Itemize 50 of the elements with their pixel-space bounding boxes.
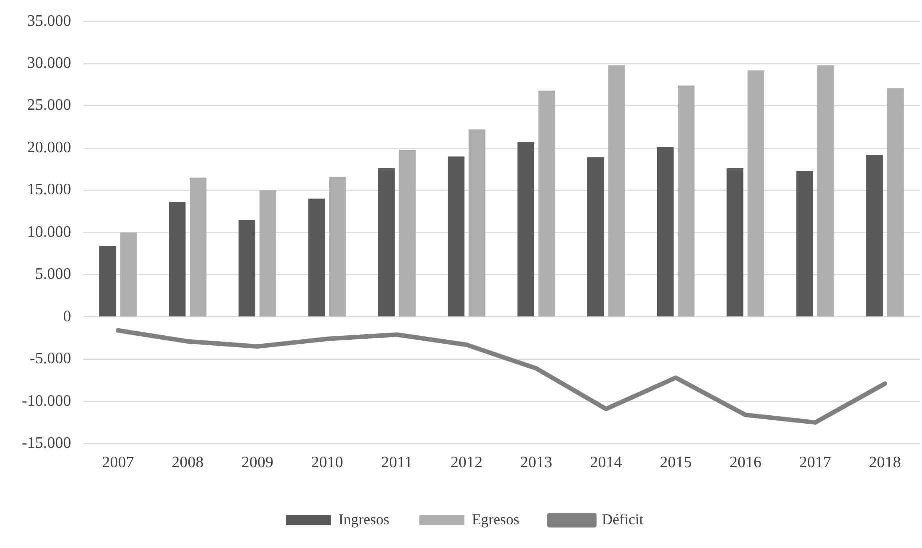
bar xyxy=(120,232,138,317)
y-tick-label: 20.000 xyxy=(27,139,72,156)
bar xyxy=(866,155,884,317)
bar xyxy=(726,168,744,317)
bar xyxy=(796,171,814,317)
x-tick-label: 2013 xyxy=(520,454,553,472)
bar xyxy=(657,147,674,317)
bar xyxy=(190,178,207,317)
bar xyxy=(448,156,465,317)
x-tick-label: 2012 xyxy=(450,454,483,472)
bar xyxy=(99,246,116,317)
bar xyxy=(169,202,186,317)
x-tick-label: 2009 xyxy=(242,454,274,472)
legend-label: Ingresos xyxy=(338,512,390,528)
x-tick-label: 2016 xyxy=(730,454,762,472)
bar xyxy=(260,190,276,317)
bar xyxy=(887,88,904,317)
y-tick-label: 25.000 xyxy=(27,97,72,114)
legend-label: Déficit xyxy=(602,512,645,528)
y-tick-label: 10.000 xyxy=(27,224,72,241)
bar xyxy=(329,176,346,317)
x-tick-label: 2008 xyxy=(172,454,204,472)
x-tick-label: 2015 xyxy=(660,454,692,472)
y-tick-label: 0 xyxy=(63,308,72,326)
y-tick-label: -5.000 xyxy=(30,350,72,368)
y-tick-label: 5.000 xyxy=(35,266,72,284)
x-tick-label: 2018 xyxy=(869,454,902,472)
legend-label: Egresos xyxy=(472,512,520,528)
y-tick-label: -10.000 xyxy=(22,392,72,410)
bar xyxy=(748,70,765,317)
bar xyxy=(468,130,486,317)
bar xyxy=(678,86,695,317)
y-tick-label: 15.000 xyxy=(27,182,72,199)
bar xyxy=(518,142,534,317)
x-tick-label: 2010 xyxy=(311,454,344,472)
bar xyxy=(538,90,556,317)
x-tick-label: 2011 xyxy=(381,454,413,472)
x-tick-label: 2007 xyxy=(102,454,134,472)
bar xyxy=(587,158,604,317)
x-tick-label: 2014 xyxy=(590,454,622,472)
y-tick-label: 30.000 xyxy=(27,55,72,72)
x-tick-label: 2017 xyxy=(799,454,832,472)
bar xyxy=(378,168,395,317)
bar xyxy=(308,198,326,317)
bar xyxy=(399,150,416,317)
y-tick-label: -15.000 xyxy=(22,435,72,452)
bar xyxy=(818,66,834,317)
bar xyxy=(608,66,626,317)
bar xyxy=(238,220,256,317)
y-tick-label: 35.000 xyxy=(27,12,72,30)
